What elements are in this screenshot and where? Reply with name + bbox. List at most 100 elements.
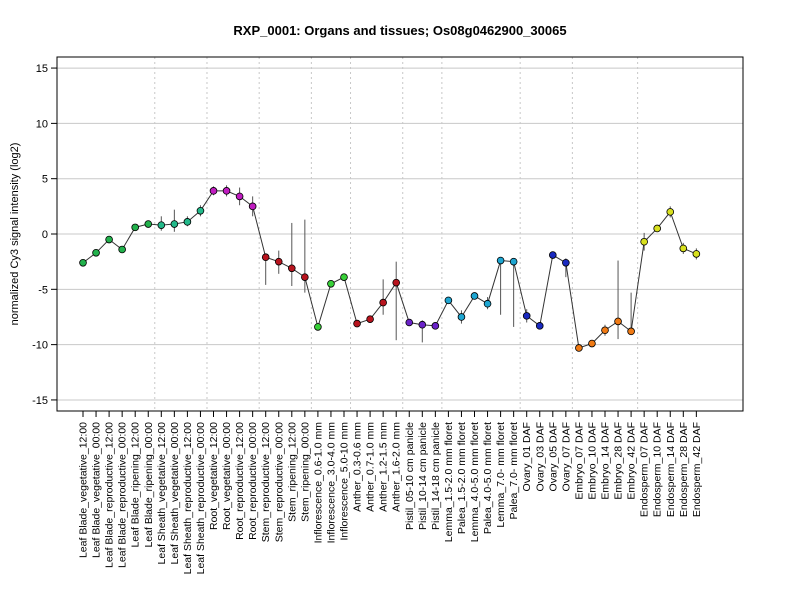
data-point <box>170 220 179 228</box>
data-point <box>496 256 505 265</box>
data-point <box>196 206 205 215</box>
x-tick-label: Root_vegetative_00:00 <box>221 422 233 530</box>
group-separators <box>154 57 639 411</box>
x-tick-label: Embryo_28 DAF <box>613 422 625 500</box>
data-point <box>157 221 166 229</box>
x-tick-label: Palea_4.0-5.0 mm floret <box>482 422 494 534</box>
x-tick-label: Stem_ripening_00:00 <box>299 422 311 522</box>
series-line <box>82 190 697 349</box>
x-tick-label: Embryo_10 DAF <box>586 422 598 500</box>
x-tick-label: Leaf Sheath_reproductive_00:00 <box>195 422 207 575</box>
x-tick-label: Anther_1.6-2.0 mm <box>391 422 403 512</box>
data-point <box>483 299 492 308</box>
x-tick-label: Lemma_4.0-5.0 mm floret <box>469 422 481 542</box>
x-tick-label: Leaf Blade_ripening_00:00 <box>143 422 155 548</box>
data-point <box>340 273 348 281</box>
x-tick-label: Ovary_03 DAF <box>534 422 546 491</box>
data-point <box>353 319 361 328</box>
data-point <box>287 264 296 273</box>
y-tick-label: -10 <box>32 340 48 352</box>
data-point <box>601 326 609 335</box>
x-axis: Leaf Blade_vegetative_12:00 Leaf Blade_ve… <box>78 411 703 574</box>
data-point <box>653 224 661 233</box>
y-tick-label: 0 <box>42 229 48 241</box>
x-tick-label: Pistil_05-10 cm panicle <box>404 422 416 530</box>
x-tick-label: Lemma_1.5-2.0 mm floret <box>443 422 455 542</box>
x-tick-label: Anther_0.7-1.0 mm <box>365 422 377 512</box>
x-tick-label: Leaf Sheath_vegetative_00:00 <box>169 422 181 565</box>
y-tick-label: 15 <box>36 63 48 75</box>
data-point <box>588 339 596 348</box>
error-bars <box>82 185 697 351</box>
data-point <box>118 245 126 254</box>
data-point <box>548 251 557 259</box>
data-point <box>327 279 335 288</box>
data-point <box>105 235 113 244</box>
y-tick-label: 10 <box>36 118 48 130</box>
y-axis-label: normalized Cy3 signal intensity (log2) <box>9 143 21 326</box>
data-point <box>522 312 531 320</box>
data-point <box>183 218 192 226</box>
x-tick-label: Leaf Blade_vegetative_12:00 <box>78 422 90 558</box>
data-point <box>575 344 583 352</box>
data-point <box>666 208 675 216</box>
x-tick-label: Palea_1.5-2.0 mm floret <box>456 422 468 534</box>
x-tick-label: Palea_7.0- mm floret <box>508 422 520 520</box>
data-point <box>627 327 635 336</box>
data-point <box>379 298 387 307</box>
data-points <box>79 187 701 352</box>
data-point <box>431 322 440 330</box>
data-point <box>131 223 140 232</box>
data-point <box>144 220 153 228</box>
x-tick-label: Leaf Blade_reproductive_00:00 <box>117 422 129 568</box>
x-tick-label: Endosperm_14 DAF <box>665 422 677 517</box>
x-tick-label: Anther_0.3-0.6 mm <box>352 422 364 512</box>
data-point <box>562 258 570 267</box>
x-tick-label: Inflorescence_3.0-4.0 mm <box>325 422 337 544</box>
x-tick-label: Leaf Blade_ripening_12:00 <box>130 422 142 548</box>
data-point <box>92 249 100 257</box>
data-point <box>418 320 427 329</box>
x-tick-label: Leaf Blade_reproductive_12:00 <box>104 422 116 568</box>
data-point <box>535 322 544 330</box>
data-point <box>79 258 87 267</box>
x-tick-label: Leaf Sheath_vegetative_12:00 <box>156 422 168 565</box>
data-point <box>405 318 414 327</box>
x-tick-label: Inflorescence_0.6-1.0 mm <box>312 422 324 544</box>
data-point <box>679 244 688 253</box>
data-point <box>274 257 283 266</box>
x-tick-label: Embryo_07 DAF <box>573 422 585 500</box>
data-point <box>392 278 401 287</box>
data-point <box>470 292 479 300</box>
chart-title: RXP_0001: Organs and tissues; Os08g04629… <box>233 23 566 38</box>
x-tick-label: Ovary_01 DAF <box>521 422 533 491</box>
data-point <box>444 296 453 305</box>
y-tick-label: -5 <box>38 284 48 296</box>
x-tick-label: Inflorescence_5.0-10 mm <box>339 422 351 541</box>
data-point <box>640 237 648 246</box>
x-tick-label: Ovary_05 DAF <box>547 422 559 491</box>
x-tick-label: Leaf Blade_vegetative_00:00 <box>91 422 103 558</box>
y-tick-label: -15 <box>32 395 48 407</box>
data-point <box>457 313 466 321</box>
x-tick-label: Root_reproductive_00:00 <box>247 422 259 540</box>
data-point <box>301 273 309 281</box>
data-point <box>314 323 322 331</box>
y-axis: -15 -10 -5 0 5 10 15 <box>32 63 57 407</box>
data-point <box>509 257 518 266</box>
data-point <box>366 315 374 323</box>
data-point <box>692 250 701 258</box>
x-tick-label: Pistil_14-18 cm panicle <box>430 422 442 530</box>
x-tick-label: Leaf Sheath_reproductive_12:00 <box>182 422 194 575</box>
data-point <box>614 317 622 326</box>
x-tick-label: Ovary_07 DAF <box>560 422 572 491</box>
x-tick-label: Endosperm_28 DAF <box>678 422 690 517</box>
x-tick-label: Pistil_10-14 cm panicle <box>417 422 429 530</box>
x-tick-label: Lemma_7.0- mm floret <box>495 422 507 528</box>
data-point <box>222 187 231 195</box>
y-tick-label: 5 <box>42 174 48 186</box>
data-point <box>209 187 218 195</box>
x-tick-label: Embryo_42 DAF <box>626 422 638 500</box>
data-point <box>248 202 257 211</box>
